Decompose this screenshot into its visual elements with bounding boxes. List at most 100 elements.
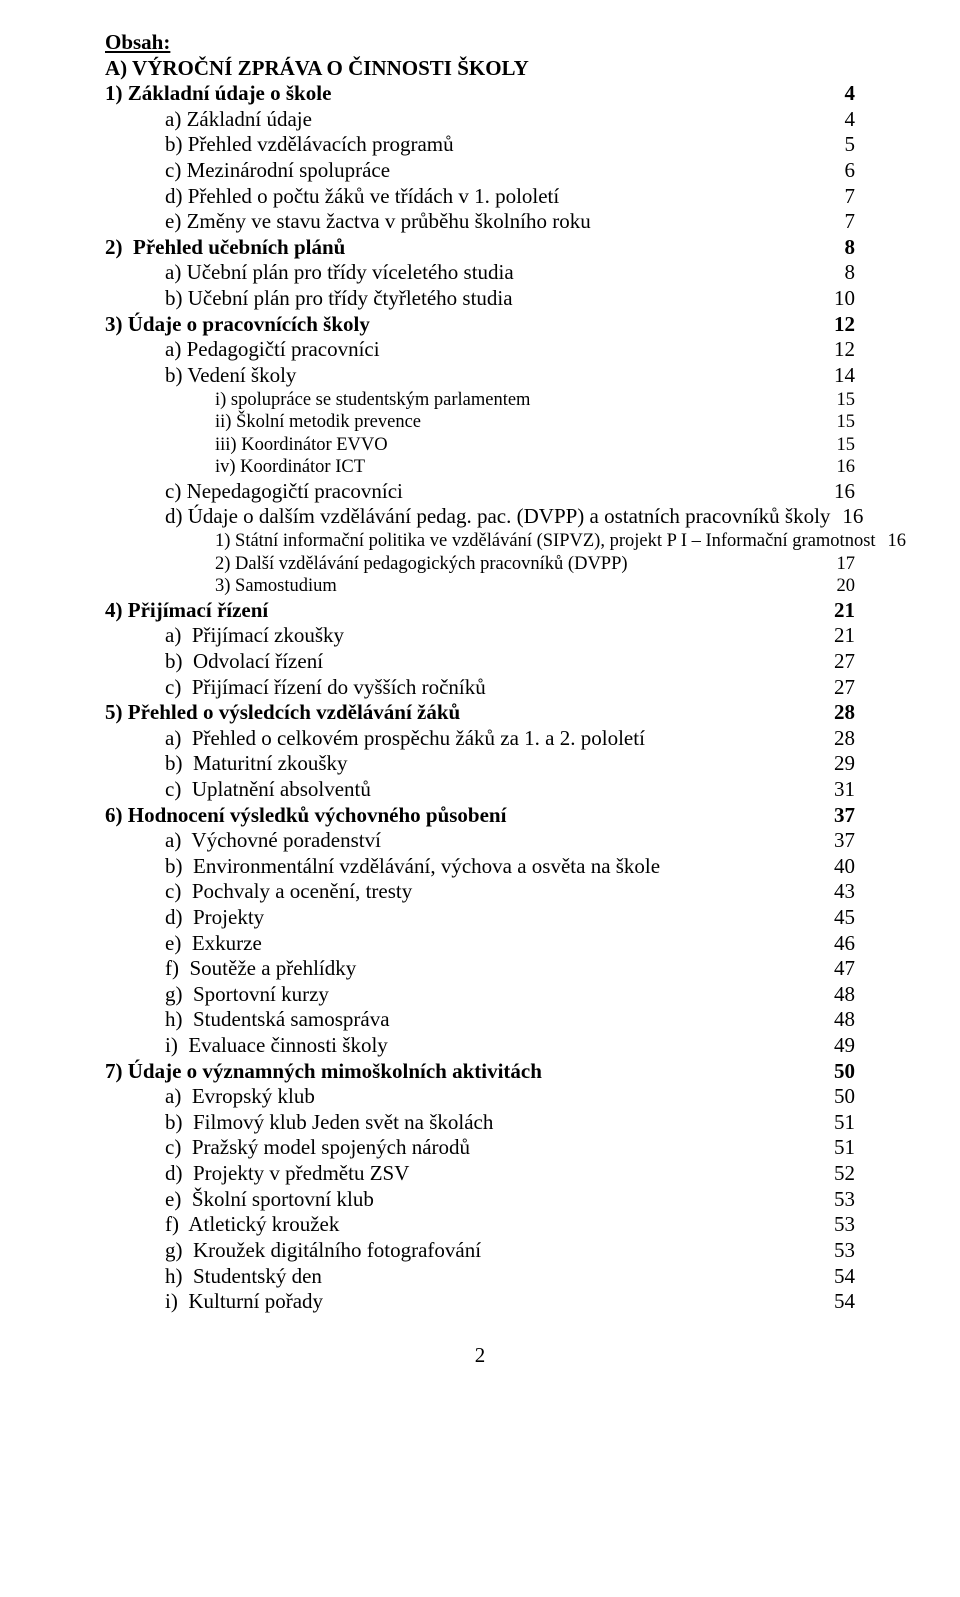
toc-row: 3) Údaje o pracovnících školy12 <box>105 312 855 338</box>
toc-row: a) Evropský klub 50 <box>105 1084 855 1110</box>
toc-page: 15 <box>825 411 856 434</box>
toc-page: 21 <box>822 598 855 624</box>
toc-label: d) Údaje o dalším vzdělávání pedag. pac.… <box>105 504 830 530</box>
toc-label: 6) Hodnocení výsledků výchovného působen… <box>105 803 506 829</box>
toc-label: c) Mezinárodní spolupráce <box>105 158 390 184</box>
toc-row: b) Vedení školy14 <box>105 363 855 389</box>
toc-page: 27 <box>822 675 855 701</box>
toc-page: 50 <box>822 1059 855 1085</box>
toc-page: 7 <box>833 209 856 235</box>
toc-page: 12 <box>822 337 855 363</box>
toc-row: f) Soutěže a přehlídky 47 <box>105 956 855 982</box>
toc-row: iii) Koordinátor EVVO 15 <box>105 434 855 457</box>
toc-label: b) Environmentální vzdělávání, výchova a… <box>105 854 660 880</box>
toc-page: 46 <box>822 931 855 957</box>
toc-label: c) Uplatnění absolventů <box>105 777 371 803</box>
toc-label: a) Učební plán pro třídy víceletého stud… <box>105 260 514 286</box>
toc-row: e) Školní sportovní klub53 <box>105 1187 855 1213</box>
toc-page: 15 <box>825 434 856 457</box>
toc-label: f) Soutěže a přehlídky <box>105 956 356 982</box>
toc-label: 1) Státní informační politika ve vzděláv… <box>105 530 876 553</box>
toc-page: 50 <box>822 1084 855 1110</box>
toc-row: h) Studentský den 54 <box>105 1264 855 1290</box>
toc-page: 48 <box>822 1007 855 1033</box>
toc-page: 20 <box>825 575 856 598</box>
toc-label: h) Studentská samospráva <box>105 1007 390 1033</box>
toc-row: a) Přehled o celkovém prospěchu žáků za … <box>105 726 855 752</box>
section-a-heading: A) VÝROČNÍ ZPRÁVA O ČINNOSTI ŠKOLY <box>105 56 855 82</box>
toc-label: 3) Samostudium <box>105 575 337 598</box>
toc-row: 6) Hodnocení výsledků výchovného působen… <box>105 803 855 829</box>
toc-page: 8 <box>833 235 856 261</box>
toc-label: b) Vedení školy <box>105 363 296 389</box>
toc-page: 54 <box>822 1264 855 1290</box>
toc-row: c) Uplatnění absolventů 31 <box>105 777 855 803</box>
toc-label: b) Odvolací řízení <box>105 649 323 675</box>
toc-label: ii) Školní metodik prevence <box>105 411 421 434</box>
toc-label: a) Základní údaje <box>105 107 312 133</box>
toc-row: 4) Přijímací řízení21 <box>105 598 855 624</box>
toc-label: c) Pochvaly a ocenění, tresty <box>105 879 412 905</box>
toc-label: 1) Základní údaje o škole <box>105 81 331 107</box>
toc-label: iv) Koordinátor ICT <box>105 456 365 479</box>
toc-row: b) Přehled vzdělávacích programů 5 <box>105 132 855 158</box>
toc-row: a) Pedagogičtí pracovníci 12 <box>105 337 855 363</box>
toc-label: e) Změny ve stavu žactva v průběhu školn… <box>105 209 591 235</box>
toc-row: 2) Další vzdělávání pedagogických pracov… <box>105 553 855 576</box>
toc-row: a) Základní údaje4 <box>105 107 855 133</box>
toc-page: 43 <box>822 879 855 905</box>
toc-page: 27 <box>822 649 855 675</box>
toc-label: iii) Koordinátor EVVO <box>105 434 388 457</box>
toc-row: b) Učební plán pro třídy čtyřletého stud… <box>105 286 855 312</box>
toc-label: b) Přehled vzdělávacích programů <box>105 132 454 158</box>
toc-page: 53 <box>822 1212 855 1238</box>
toc-row: b) Maturitní zkoušky29 <box>105 751 855 777</box>
toc-page: 31 <box>822 777 855 803</box>
toc-row: i) Kulturní pořady54 <box>105 1289 855 1315</box>
toc-label: a) Přehled o celkovém prospěchu žáků za … <box>105 726 645 752</box>
toc-label: 2) Přehled učebních plánů <box>105 235 345 261</box>
toc-row: 5) Přehled o výsledcích vzdělávání žáků 2… <box>105 700 855 726</box>
toc-page: 48 <box>822 982 855 1008</box>
toc-label: b) Filmový klub Jeden svět na školách <box>105 1110 493 1136</box>
toc-label: 5) Přehled o výsledcích vzdělávání žáků <box>105 700 460 726</box>
toc-row: b) Filmový klub Jeden svět na školách 51 <box>105 1110 855 1136</box>
toc-row: i) spolupráce se studentským parlamentem… <box>105 389 855 412</box>
toc-label: e) Exkurze <box>105 931 262 957</box>
toc-page: 28 <box>822 700 855 726</box>
toc-label: g) Kroužek digitálního fotografování <box>105 1238 481 1264</box>
toc-page: 4 <box>833 81 856 107</box>
toc-row: c) Mezinárodní spolupráce 6 <box>105 158 855 184</box>
toc-page: 5 <box>833 132 856 158</box>
table-of-contents: 1) Základní údaje o škole4a) Základní úd… <box>105 81 855 1315</box>
toc-page: 17 <box>825 553 856 576</box>
toc-page: 47 <box>822 956 855 982</box>
toc-page: 8 <box>833 260 856 286</box>
toc-label: h) Studentský den <box>105 1264 322 1290</box>
toc-label: a) Evropský klub <box>105 1084 315 1110</box>
toc-page: 51 <box>822 1110 855 1136</box>
page-number: 2 <box>105 1343 855 1369</box>
toc-label: b) Učební plán pro třídy čtyřletého stud… <box>105 286 513 312</box>
toc-row: i) Evaluace činnosti školy49 <box>105 1033 855 1059</box>
toc-row: d) Údaje o dalším vzdělávání pedag. pac.… <box>105 504 855 530</box>
toc-page: 37 <box>822 803 855 829</box>
toc-label: i) Kulturní pořady <box>105 1289 323 1315</box>
toc-row: d) Projekty45 <box>105 905 855 931</box>
toc-label: d) Přehled o počtu žáků ve třídách v 1. … <box>105 184 559 210</box>
toc-label: 7) Údaje o významných mimoškolních aktiv… <box>105 1059 542 1085</box>
toc-label: d) Projekty v předmětu ZSV <box>105 1161 409 1187</box>
toc-label: a) Pedagogičtí pracovníci <box>105 337 380 363</box>
toc-label: g) Sportovní kurzy <box>105 982 329 1008</box>
toc-row: ii) Školní metodik prevence 15 <box>105 411 855 434</box>
toc-row: e) Změny ve stavu žactva v průběhu školn… <box>105 209 855 235</box>
toc-row: f) Atletický kroužek53 <box>105 1212 855 1238</box>
toc-label: a) Přijímací zkoušky <box>105 623 344 649</box>
toc-row: iv) Koordinátor ICT16 <box>105 456 855 479</box>
toc-row: c) Přijímací řízení do vyšších ročníků27 <box>105 675 855 701</box>
toc-page: 6 <box>833 158 856 184</box>
toc-page: 49 <box>822 1033 855 1059</box>
toc-label: e) Školní sportovní klub <box>105 1187 374 1213</box>
toc-row: b) Environmentální vzdělávání, výchova a… <box>105 854 855 880</box>
toc-page: 16 <box>876 530 907 553</box>
